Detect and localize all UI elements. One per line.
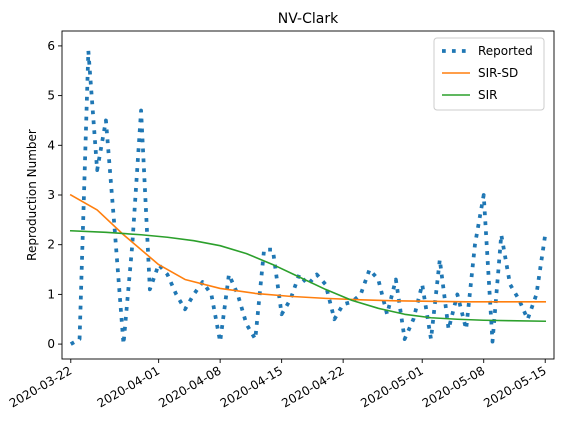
- x-tick-label: 2020-04-08: [156, 363, 223, 410]
- y-tick-label: 6: [47, 39, 55, 53]
- y-tick-label: 2: [47, 238, 55, 252]
- x-tick-label: 2020-05-08: [420, 363, 487, 410]
- x-tick-label: 2020-05-15: [481, 363, 548, 410]
- x-tick-label: 2020-04-22: [279, 363, 346, 410]
- legend-box: [433, 37, 545, 111]
- y-tick-label: 5: [47, 89, 55, 103]
- x-tick-label: 2020-05-01: [358, 363, 425, 410]
- x-tick-label: 2020-03-22: [7, 363, 74, 410]
- y-tick-label: 3: [47, 188, 55, 202]
- y-axis-title: Reproduction Number: [25, 129, 39, 261]
- series-layer: [69, 49, 548, 346]
- legend-label: SIR-SD: [478, 66, 518, 80]
- legend-label: SIR: [478, 88, 498, 102]
- y-tick-label: 4: [47, 138, 55, 152]
- legend-label: Reported: [478, 44, 533, 58]
- series-line-sir-sd: [69, 193, 547, 303]
- legend: Reported SIR-SD SIR: [433, 37, 545, 111]
- y-tick-label: 1: [47, 287, 55, 301]
- x-tick-label: 2020-04-15: [218, 363, 285, 410]
- chart-title: NV-Clark: [278, 11, 339, 27]
- series-line-sir: [69, 229, 547, 323]
- y-tick-label: 0: [47, 337, 55, 351]
- x-tick-label: 2020-04-01: [95, 363, 162, 410]
- series-line-reported: [69, 49, 548, 346]
